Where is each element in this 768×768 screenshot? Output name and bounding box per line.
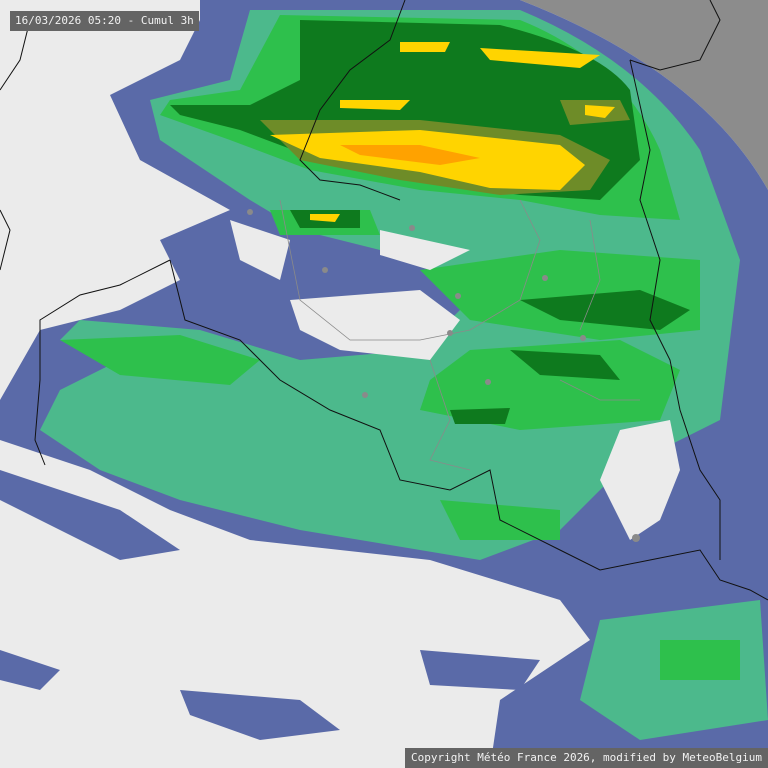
copyright-label: Copyright Météo France 2026, modified by…: [405, 748, 768, 768]
region-borders: [279, 199, 640, 471]
country-borders: [0, 0, 768, 601]
timestamp-label: 16/03/2026 05:20 - Cumul 3h: [10, 11, 199, 31]
city-markers: [247, 209, 640, 542]
dry-gaps: [0, 220, 680, 670]
precip-extreme: [340, 145, 480, 165]
